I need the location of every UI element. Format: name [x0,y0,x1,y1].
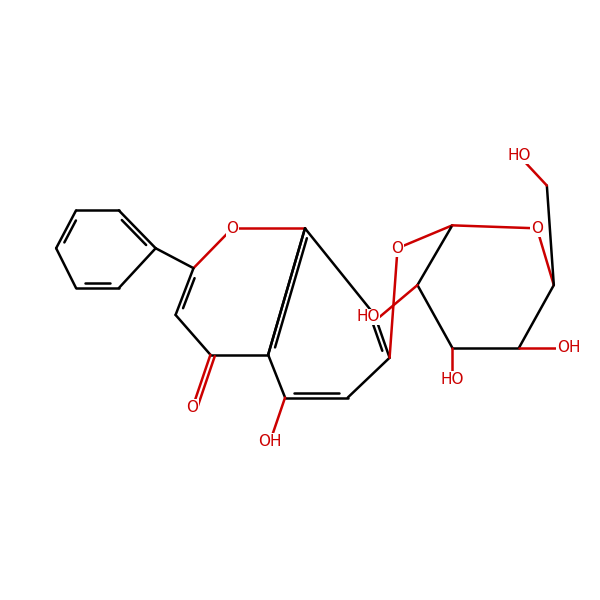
Text: O: O [226,221,238,236]
Text: HO: HO [440,372,464,387]
Text: O: O [531,221,543,236]
Text: OH: OH [259,434,282,449]
Text: O: O [392,241,404,256]
Text: HO: HO [356,310,380,325]
Text: HO: HO [507,148,531,163]
Text: OH: OH [557,340,580,355]
Text: O: O [187,400,199,415]
